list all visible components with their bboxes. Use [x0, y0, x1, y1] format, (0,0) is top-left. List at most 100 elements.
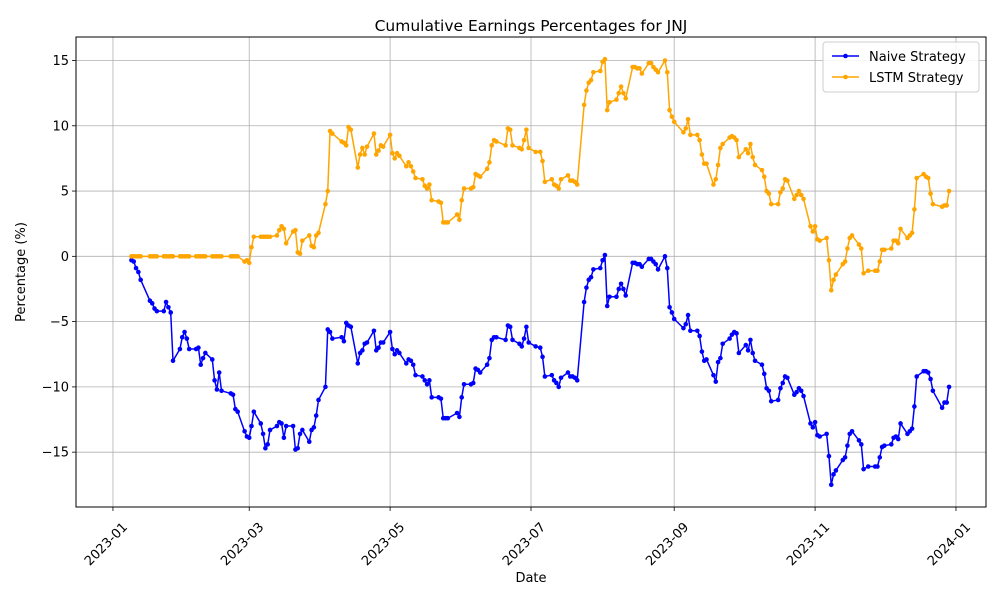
data-point-naive-strategy — [459, 395, 465, 400]
data-point-lstm-strategy — [410, 169, 416, 174]
data-point-naive-strategy — [219, 388, 224, 394]
data-point-naive-strategy — [581, 299, 587, 305]
data-point-lstm-strategy — [618, 84, 624, 89]
data-point-lstm-strategy — [574, 182, 580, 187]
data-point-naive-strategy — [203, 350, 208, 356]
data-point-lstm-strategy — [662, 58, 668, 63]
data-point-naive-strategy — [925, 370, 931, 375]
data-point-naive-strategy — [242, 428, 247, 434]
data-point-naive-strategy — [306, 439, 312, 445]
data-point-lstm-strategy — [842, 259, 848, 264]
data-point-lstm-strategy — [792, 196, 797, 202]
data-point-naive-strategy — [212, 378, 217, 383]
data-point-naive-strategy — [274, 423, 280, 429]
data-point-lstm-strategy — [355, 165, 361, 170]
data-point-naive-strategy — [597, 265, 603, 271]
data-point-lstm-strategy — [909, 230, 915, 236]
data-point-naive-strategy — [653, 261, 659, 267]
grid — [76, 37, 986, 507]
data-point-lstm-strategy — [392, 156, 398, 161]
data-point-lstm-strategy — [664, 69, 670, 75]
data-point-naive-strategy — [861, 466, 866, 472]
data-point-naive-strategy — [828, 482, 834, 488]
data-point-naive-strategy — [616, 286, 622, 292]
data-point-lstm-strategy — [246, 260, 252, 266]
y-axis-label: Percentage (%) — [14, 222, 29, 322]
data-point-naive-strategy — [785, 375, 790, 381]
data-point-naive-strategy — [230, 392, 236, 398]
data-point-lstm-strategy — [752, 162, 758, 168]
data-point-naive-strategy — [457, 414, 462, 420]
data-point-lstm-strategy — [604, 107, 610, 113]
data-point-naive-strategy — [131, 259, 137, 264]
data-point-naive-strategy — [588, 274, 594, 280]
data-point-lstm-strategy — [413, 175, 418, 181]
data-point-lstm-strategy — [526, 145, 531, 151]
data-point-naive-strategy — [699, 349, 705, 354]
data-point-lstm-strategy — [494, 139, 499, 144]
data-point-naive-strategy — [410, 362, 416, 367]
data-point-naive-strategy — [510, 337, 515, 343]
data-point-naive-strategy — [408, 358, 414, 364]
data-point-naive-strategy — [602, 252, 608, 258]
data-point-naive-strategy — [895, 436, 901, 442]
legend-marker-naive — [843, 53, 848, 59]
data-point-naive-strategy — [537, 345, 543, 351]
data-point-lstm-strategy — [637, 66, 642, 71]
data-point-lstm-strategy — [503, 143, 508, 148]
data-point-naive-strategy — [161, 308, 167, 314]
data-point-naive-strategy — [214, 387, 220, 392]
data-point-lstm-strategy — [235, 254, 240, 259]
data-point-lstm-strategy — [808, 224, 813, 229]
data-point-lstm-strategy — [745, 150, 751, 156]
data-point-naive-strategy — [429, 395, 434, 400]
data-point-naive-strategy — [810, 425, 816, 430]
data-point-naive-strategy — [339, 334, 344, 340]
data-point-lstm-strategy — [154, 254, 160, 259]
data-point-lstm-strategy — [875, 268, 880, 273]
y-tick-label: −15 — [42, 446, 69, 461]
data-point-naive-strategy — [889, 442, 894, 447]
data-point-lstm-strategy — [925, 175, 931, 181]
data-point-naive-strategy — [826, 453, 832, 459]
data-point-naive-strategy — [216, 370, 222, 375]
data-point-lstm-strategy — [406, 160, 411, 165]
data-point-naive-strategy — [817, 434, 823, 439]
data-point-lstm-strategy — [889, 246, 894, 251]
data-point-lstm-strategy — [623, 96, 628, 101]
data-point-lstm-strategy — [912, 207, 917, 212]
legend-label-lstm: LSTM Strategy — [869, 71, 964, 86]
data-point-naive-strategy — [858, 442, 864, 447]
data-point-naive-strategy — [371, 328, 377, 334]
data-point-lstm-strategy — [898, 226, 903, 232]
data-point-lstm-strategy — [487, 160, 492, 165]
data-point-naive-strategy — [133, 265, 139, 271]
data-point-lstm-strategy — [376, 148, 381, 153]
data-point-lstm-strategy — [780, 186, 786, 191]
data-point-lstm-strategy — [249, 244, 254, 250]
data-point-lstm-strategy — [761, 174, 767, 179]
data-point-lstm-strategy — [283, 240, 289, 246]
data-point-naive-strategy — [360, 348, 365, 353]
series-lstm-strategy — [129, 56, 952, 293]
data-point-naive-strategy — [487, 355, 492, 361]
data-point-naive-strategy — [297, 431, 303, 437]
data-point-naive-strategy — [281, 435, 287, 441]
data-point-lstm-strategy — [759, 167, 765, 173]
data-point-naive-strategy — [330, 336, 335, 341]
data-point-naive-strategy — [669, 310, 675, 315]
data-point-lstm-strategy — [856, 242, 862, 247]
data-point-naive-strategy — [614, 294, 619, 300]
data-point-lstm-strategy — [685, 116, 691, 122]
data-point-naive-strategy — [554, 380, 559, 386]
data-point-naive-strategy — [718, 355, 723, 361]
data-point-naive-strategy — [168, 310, 173, 315]
data-point-naive-strategy — [390, 346, 395, 352]
data-point-lstm-strategy — [484, 166, 490, 172]
y-tick-label: 15 — [52, 54, 69, 69]
data-point-naive-strategy — [246, 435, 252, 441]
data-point-naive-strategy — [316, 397, 321, 403]
data-point-naive-strategy — [507, 324, 513, 330]
data-point-naive-strategy — [290, 423, 296, 429]
data-point-lstm-strategy — [556, 186, 562, 191]
